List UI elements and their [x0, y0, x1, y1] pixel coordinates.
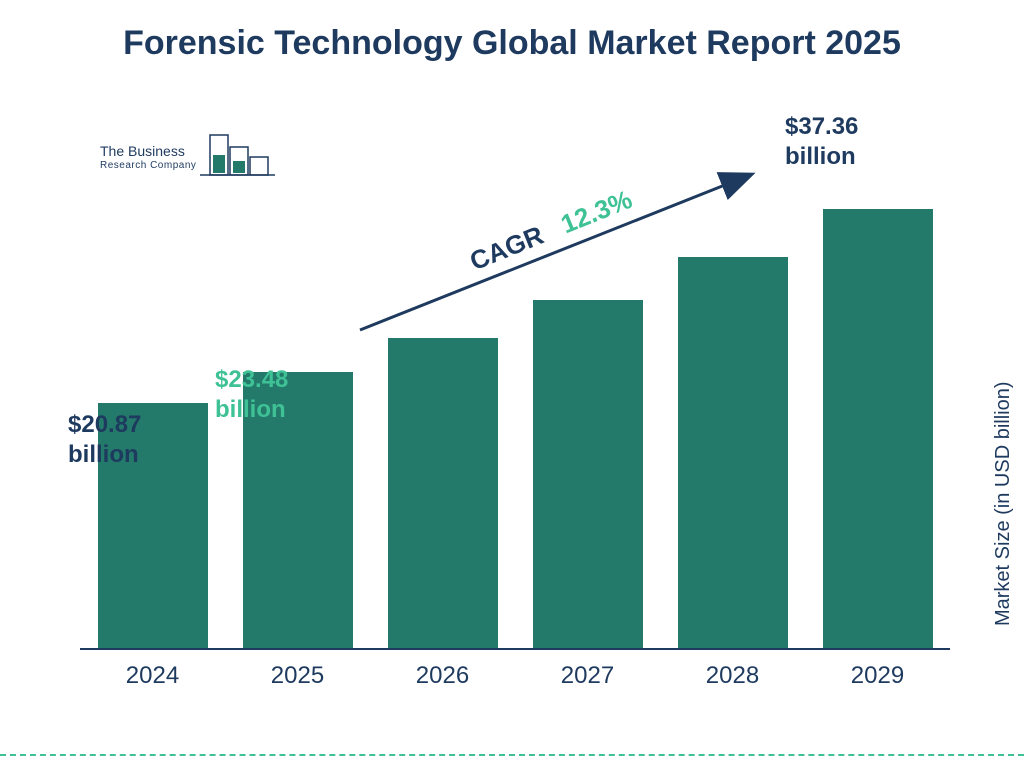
x-axis-tick-label: 2025: [238, 662, 358, 690]
bar-value-label: $23.48billion: [215, 365, 288, 425]
bar: [533, 300, 643, 648]
chart-title: Forensic Technology Global Market Report…: [0, 0, 1024, 65]
bar-value-label: $20.87billion: [68, 410, 141, 470]
bars-container: [80, 178, 950, 648]
bar: [678, 257, 788, 648]
bar: [388, 338, 498, 648]
bar: [823, 209, 933, 648]
bar-value-label: $37.36billion: [785, 112, 858, 172]
footer-dashed-line: [0, 754, 1024, 756]
bar-column: [528, 300, 648, 648]
x-axis-baseline: [80, 648, 950, 650]
chart-area: 2024 2025 2026 2027 2028 2029: [80, 140, 950, 700]
bar-column: [818, 209, 938, 648]
bar-column: [383, 338, 503, 648]
x-axis-tick-label: 2024: [93, 662, 213, 690]
x-axis-tick-label: 2029: [818, 662, 938, 690]
x-axis-tick-label: 2027: [528, 662, 648, 690]
y-axis-label: Market Size (in USD billion): [993, 382, 1016, 627]
x-axis-tick-label: 2028: [673, 662, 793, 690]
x-axis-labels: 2024 2025 2026 2027 2028 2029: [80, 662, 950, 690]
bar-column: [673, 257, 793, 648]
x-axis-tick-label: 2026: [383, 662, 503, 690]
